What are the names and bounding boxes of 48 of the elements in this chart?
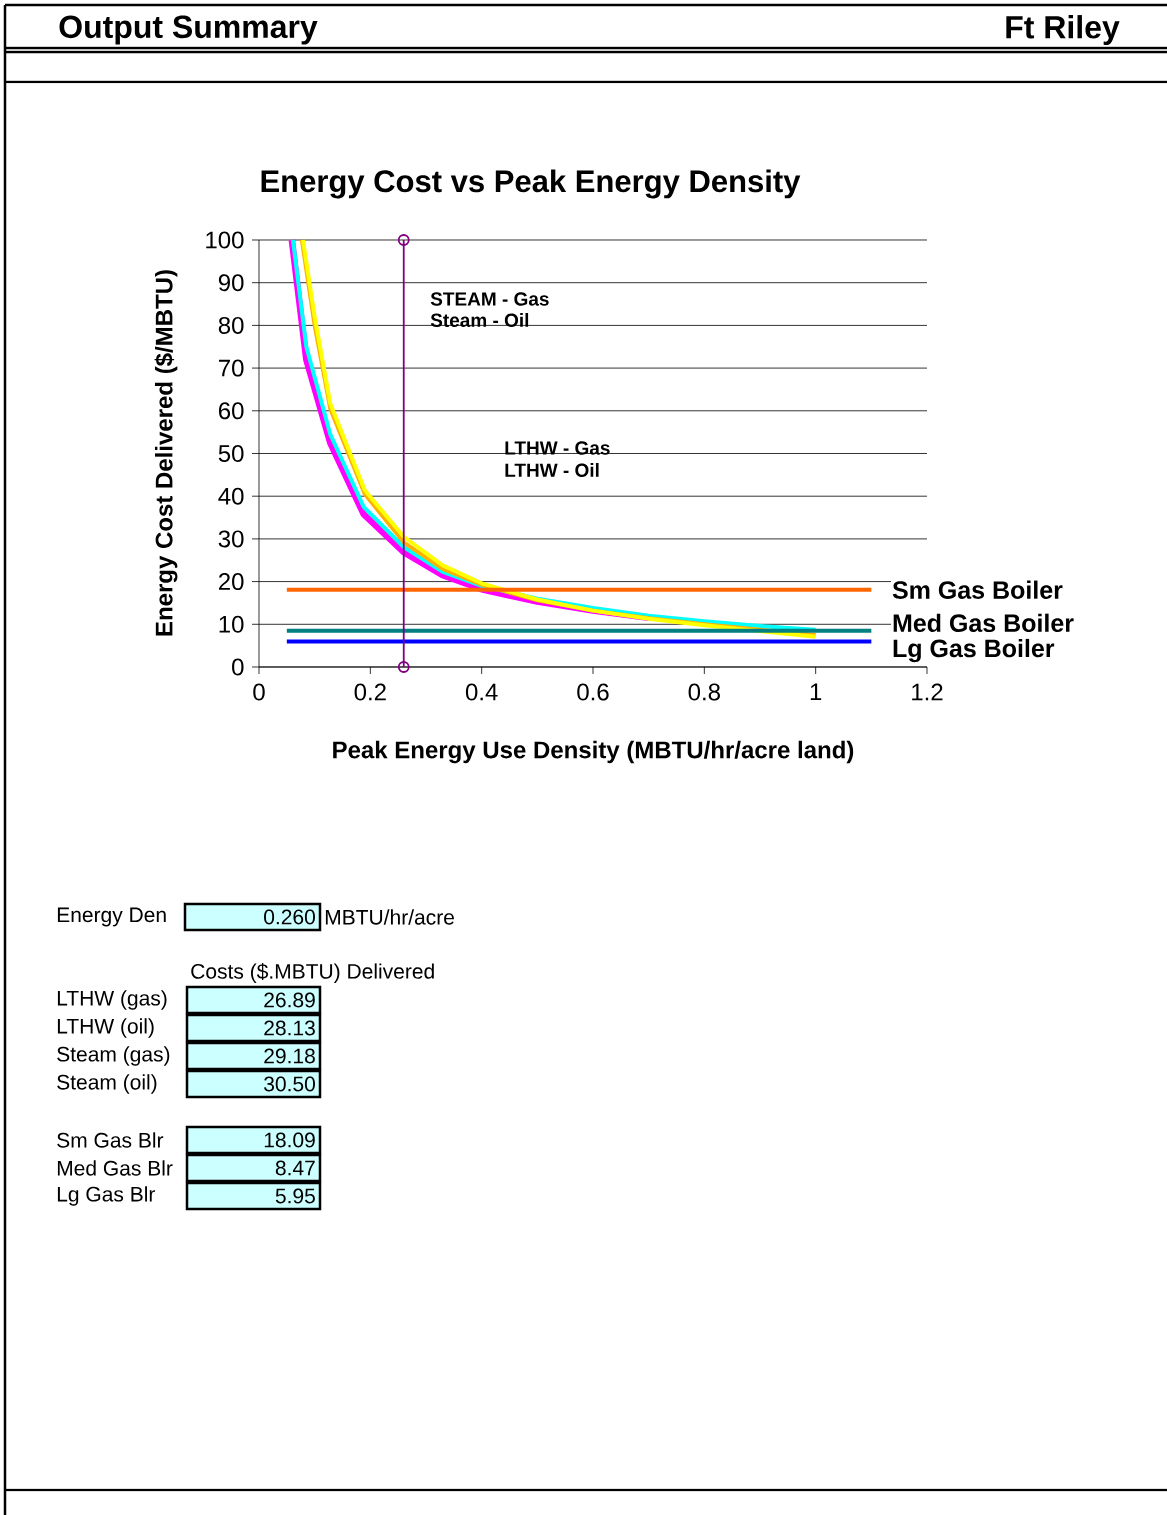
- text: 26.89: [264, 992, 315, 1008]
- text: Lg Gas Blr: [57, 1186, 156, 1206]
- x-tick-label: 0.6: [577, 683, 609, 701]
- x-axis-title: Peak Energy Use Density (MBTU/hr/acre land): [333, 740, 854, 764]
- text: 30.50: [264, 1076, 315, 1092]
- x-tick-label: 0.4: [465, 683, 498, 701]
- text: Sm Gas Blr: [57, 1132, 164, 1148]
- text: 28.13: [264, 1020, 315, 1036]
- text: 18.09: [264, 1132, 315, 1148]
- text: MBTU/hr/acre: [325, 909, 454, 925]
- text: Ft Riley: [1006, 15, 1120, 45]
- y-tick-label: 50: [218, 445, 244, 462]
- x-tick-label: 1: [810, 683, 822, 701]
- annotation: LTHW - Oil: [505, 463, 599, 477]
- y-tick-label: 100: [206, 231, 244, 249]
- x-tick-label: 0.8: [688, 683, 720, 701]
- series-label: Sm Gas Boiler: [892, 580, 1063, 599]
- y-tick-label: 40: [218, 487, 244, 505]
- chart-title: Energy Cost vs Peak Energy Density: [261, 169, 801, 199]
- y-tick-label: 80: [218, 316, 244, 334]
- text: Steam (gas): [57, 1046, 170, 1066]
- text: Energy Den: [57, 907, 166, 927]
- x-tick-label: 1.2: [912, 683, 943, 701]
- y-tick-label: 60: [218, 402, 244, 420]
- y-axis-title: Energy Cost Delivered ($/MBTU): [154, 270, 178, 636]
- x-tick-label: 0: [253, 683, 265, 701]
- text: 8.47: [275, 1160, 315, 1176]
- text: Output Summary: [59, 15, 318, 45]
- series-label: Lg Gas Boiler: [893, 638, 1055, 663]
- text: 0.260: [264, 909, 315, 925]
- annotation: LTHW - Gas: [505, 441, 610, 455]
- text: LTHW (oil): [57, 1018, 154, 1038]
- series-label: Med Gas Boiler: [893, 613, 1074, 633]
- y-tick-label: 90: [218, 274, 244, 292]
- annotation: STEAM - Gas: [430, 292, 549, 306]
- y-tick-label: 70: [218, 359, 244, 377]
- text: 29.18: [264, 1048, 315, 1064]
- text: Steam (oil): [57, 1074, 157, 1094]
- x-tick-label: 0.2: [354, 683, 386, 701]
- text: LTHW (gas): [57, 990, 167, 1010]
- text: 5.95: [275, 1188, 315, 1204]
- y-tick-label: 0: [232, 658, 244, 676]
- annotation: Steam - Oil: [430, 313, 529, 327]
- y-tick-label: 20: [218, 573, 244, 591]
- y-tick-label: 30: [218, 530, 244, 548]
- y-tick-label: 10: [219, 615, 244, 633]
- text: Costs ($.MBTU) Delivered: [191, 963, 434, 983]
- text: Med Gas Blr: [57, 1160, 173, 1176]
